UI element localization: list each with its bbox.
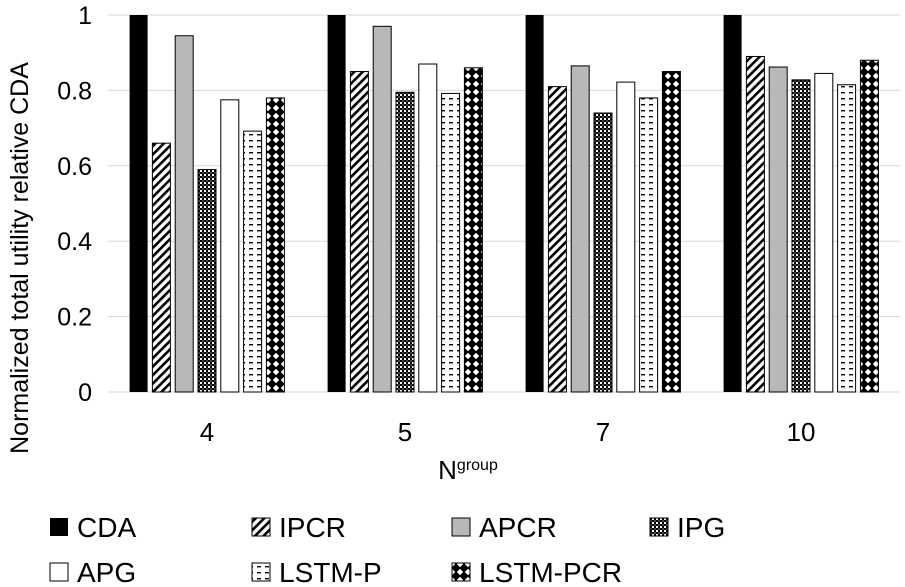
bar-ipcr-4 xyxy=(151,142,171,393)
legend-label-apcr: APCR xyxy=(479,512,557,543)
y-axis-label: Normalized total utility relative CDA xyxy=(6,62,34,454)
bar-lstm-p-5 xyxy=(441,92,461,393)
bar-apcr-10 xyxy=(768,66,788,393)
bar-cda-5 xyxy=(327,15,346,392)
x-tick-label: 7 xyxy=(596,417,610,447)
bar-lstm-pcr-5 xyxy=(463,67,483,393)
legend: CDA IPCR APCR IPG APG LSTM-P LSTM-PCR xyxy=(49,512,725,587)
legend-swatch-ipcr xyxy=(251,517,271,537)
x-tick-label: 4 xyxy=(200,417,214,447)
y-tick-label: 0.4 xyxy=(57,228,92,256)
bar-cda-4 xyxy=(129,15,148,392)
x-axis-label-main: N xyxy=(438,455,457,485)
bar-ipcr-5 xyxy=(349,71,369,393)
bar-apcr-5 xyxy=(372,25,392,393)
bar-ipg-4 xyxy=(197,169,217,393)
y-tick-label: 0 xyxy=(78,379,92,407)
y-tick-label: 0.2 xyxy=(57,304,92,332)
bar-apcr-4 xyxy=(174,35,194,393)
x-tick-label: 10 xyxy=(787,417,816,447)
legend-label-ipcr: IPCR xyxy=(279,512,346,543)
bar-cda-7 xyxy=(525,15,544,392)
y-tick-label: 0.8 xyxy=(57,77,92,105)
bar-lstm-p-10 xyxy=(837,84,857,393)
bar-ipcr-10 xyxy=(745,55,765,393)
x-axis-label-superscript: group xyxy=(457,457,498,474)
bar-apg-4 xyxy=(220,99,240,393)
y-tick-labels: 0 0.2 0.4 0.6 0.8 1 xyxy=(57,2,92,407)
bar-apg-5 xyxy=(418,63,438,393)
legend-label-ipg: IPG xyxy=(677,512,725,543)
bar-ipg-10 xyxy=(791,79,811,393)
gridlines xyxy=(108,14,900,393)
legend-swatch-lstm-p xyxy=(251,562,271,582)
bar-lstm-pcr-4 xyxy=(265,97,285,393)
legend-swatch-apcr xyxy=(451,517,471,537)
legend-swatch-ipg xyxy=(649,517,669,537)
x-tick-labels: 4 5 7 10 xyxy=(200,417,816,447)
x-tick-label: 5 xyxy=(398,417,412,447)
legend-label-lstm-p: LSTM-P xyxy=(279,557,382,587)
y-tick-label: 0.6 xyxy=(57,153,92,181)
legend-label-apg: APG xyxy=(77,557,136,587)
legend-swatch-cda xyxy=(50,518,68,536)
bars xyxy=(129,15,879,393)
bar-lstm-p-4 xyxy=(243,130,263,393)
bar-cda-10 xyxy=(723,15,742,392)
bar-apcr-7 xyxy=(570,65,590,393)
x-axis-label: Ngroup xyxy=(438,455,498,485)
legend-swatch-apg xyxy=(49,562,69,582)
bar-ipcr-7 xyxy=(547,86,567,393)
y-tick-label: 1 xyxy=(78,2,92,30)
legend-label-lstm-pcr: LSTM-PCR xyxy=(479,557,622,587)
legend-swatch-lstm-pcr xyxy=(451,562,471,582)
bar-ipg-5 xyxy=(395,91,415,393)
legend-label-cda: CDA xyxy=(77,512,136,543)
bar-lstm-pcr-7 xyxy=(661,71,681,393)
bar-lstm-pcr-10 xyxy=(859,59,879,393)
bar-apg-10 xyxy=(814,72,834,393)
bar-apg-7 xyxy=(616,81,636,393)
bar-lstm-p-7 xyxy=(639,97,659,393)
bar-ipg-7 xyxy=(593,112,613,393)
